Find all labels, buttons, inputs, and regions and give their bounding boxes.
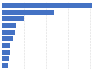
Bar [2,10,54,15]
Bar [2,36,13,41]
Bar [2,3,92,8]
Bar [2,16,24,21]
Bar [2,23,16,28]
Bar [2,56,9,61]
Bar [2,63,8,68]
Bar [2,43,10,48]
Bar [2,30,15,35]
Bar [2,50,10,55]
